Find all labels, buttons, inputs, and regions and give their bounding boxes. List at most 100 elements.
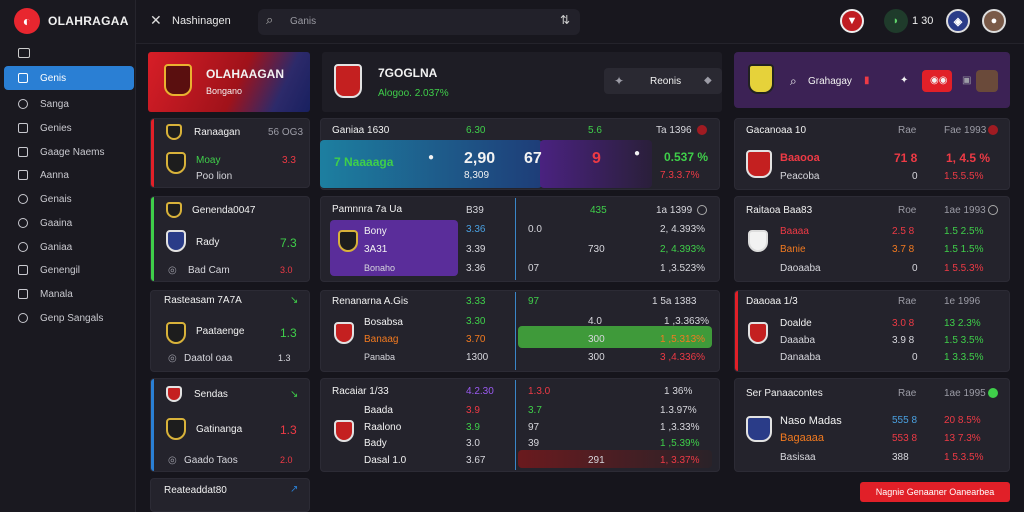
cell: 1 ,3.33% xyxy=(660,422,700,433)
cell: 3.0 xyxy=(466,438,480,449)
sidebar-item-aanna[interactable]: Aanna xyxy=(4,163,134,187)
score-value: 7.3 xyxy=(280,236,297,250)
globe-icon xyxy=(18,242,28,252)
team-crest-icon xyxy=(746,416,772,442)
grid-icon xyxy=(18,265,28,275)
more-icon[interactable] xyxy=(697,205,707,215)
highlight-bar xyxy=(540,140,652,188)
primary-action-button[interactable]: Nagnie Genaaner Oanearbea xyxy=(860,482,1010,502)
home-icon xyxy=(18,73,28,83)
mail-icon xyxy=(18,170,28,180)
sidebar-item-gaage-naems[interactable]: Gaage Naems xyxy=(4,140,134,164)
team-crest-icon xyxy=(748,230,768,252)
cell: 1 3.3.5% xyxy=(944,352,984,363)
col-header: 1ae 1993 xyxy=(944,205,986,216)
col-header: Rae xyxy=(898,388,917,399)
cell: 1 ,3.363% xyxy=(664,316,710,327)
cell: 730 xyxy=(588,244,605,255)
expand-icon[interactable]: ↗ xyxy=(290,484,299,495)
col-header: Roe xyxy=(898,205,917,216)
team-name: Doalde xyxy=(780,318,812,329)
cell: 07 xyxy=(528,263,540,274)
cell: 388 xyxy=(892,452,909,463)
cell: 1 ,3.523% xyxy=(660,263,706,274)
match-card[interactable] xyxy=(734,118,1010,190)
match-card[interactable] xyxy=(734,196,1010,282)
player-name: Gaado Taos xyxy=(184,455,238,466)
sidebar-item-genais[interactable]: Genais xyxy=(4,187,134,211)
list-icon xyxy=(18,147,28,157)
match-card[interactable] xyxy=(734,290,1010,372)
featured-button[interactable] xyxy=(604,68,722,94)
sidebar-item-genengil[interactable]: Genengil xyxy=(4,258,134,282)
col-header: Rae xyxy=(898,125,917,136)
team-name: Baaaa xyxy=(780,226,809,237)
card-title: Gacanoaa 10 xyxy=(746,125,807,136)
status-icon[interactable] xyxy=(988,388,998,398)
sidebar-item-genp-sangals[interactable]: Genp Sangals xyxy=(4,306,134,330)
search-input[interactable] xyxy=(258,9,580,35)
league-badge-icon[interactable]: ◈ xyxy=(946,9,970,33)
avatar[interactable]: ● xyxy=(982,9,1006,33)
score-secondary: 3.0 xyxy=(280,265,293,275)
col-header: Fae 1993 xyxy=(944,125,987,136)
team-name: Baaooa xyxy=(780,152,820,164)
pin-icon[interactable]: ✦ xyxy=(900,75,909,86)
cell: 0 xyxy=(912,263,918,274)
more-icon[interactable] xyxy=(988,205,998,215)
cell: 3.30 xyxy=(466,316,486,327)
club-crest-icon[interactable]: ▼ xyxy=(840,9,864,33)
featured-title: 7GOGLNA xyxy=(378,66,438,80)
score-value: 1.3 xyxy=(280,423,297,437)
player-name: Daatol oaa xyxy=(184,353,233,364)
pct-value: 0.537 % xyxy=(664,150,709,164)
live-icon: ◉◉ xyxy=(930,75,948,86)
divider xyxy=(515,292,516,370)
pin-icon: ✦ xyxy=(614,74,625,88)
team-name: Banie xyxy=(780,244,806,255)
info-icon: ◎ xyxy=(168,265,177,276)
cell: 1.5 1.5% xyxy=(944,244,984,255)
sidebar-item-genis[interactable]: Genis xyxy=(4,66,134,90)
notification-icon[interactable]: ◗ xyxy=(884,9,908,33)
match-card[interactable] xyxy=(734,378,1010,472)
close-icon[interactable]: ✕ xyxy=(150,12,162,28)
player-avatar[interactable] xyxy=(976,70,998,92)
sidebar-item-gaaina[interactable]: Gaaina xyxy=(4,211,134,235)
card-title: Raitaoa Baa83 xyxy=(746,205,813,216)
card-title: Rasteasam 7A7A xyxy=(164,295,242,306)
big-value: 2,90 xyxy=(464,150,496,167)
col-value: B39 xyxy=(466,205,484,216)
heart-icon[interactable]: ▮ xyxy=(864,75,870,86)
promo-card[interactable] xyxy=(734,52,1010,108)
col-header: 1e 1996 xyxy=(944,296,981,307)
card-title: Ser Panaacontes xyxy=(746,388,823,399)
brand-logo-icon[interactable]: ◐ xyxy=(14,8,40,34)
team-name: Baada xyxy=(364,405,393,416)
featured-button-label: Reonis xyxy=(650,76,682,87)
search-placeholder: Ganis xyxy=(290,16,317,27)
sidebar-item-manala[interactable]: Manala xyxy=(4,282,134,306)
menu-icon[interactable] xyxy=(18,48,30,58)
big-value: 67 xyxy=(524,150,542,167)
alert-icon[interactable] xyxy=(697,125,707,135)
alert-icon[interactable] xyxy=(988,125,998,135)
sidebar-item-sanga[interactable]: Sanga xyxy=(4,92,134,116)
team-name: Naso Madas xyxy=(780,415,842,427)
shirt-icon[interactable]: ▣ xyxy=(962,75,972,86)
expand-icon[interactable]: ↘ xyxy=(290,295,299,306)
cell: 1 ,5.39% xyxy=(660,438,700,449)
team-crest-icon xyxy=(338,230,358,252)
cell: 13 2.3% xyxy=(944,318,981,329)
filter-icon[interactable]: ⇅ xyxy=(560,13,571,27)
cell: 1 ,5.313% xyxy=(660,334,706,345)
live-button[interactable] xyxy=(922,70,952,92)
cell: 1, 4.5 % xyxy=(946,151,991,165)
divider xyxy=(515,198,516,280)
cell: 3 ,4.336% xyxy=(660,352,706,363)
sidebar-item-genies[interactable]: Genies xyxy=(4,116,134,140)
expand-icon[interactable]: ↘ xyxy=(290,389,299,400)
sidebar-item-ganiaa[interactable]: Ganiaa xyxy=(4,235,134,259)
player-name: Bad Cam xyxy=(188,265,230,276)
cell: 39 xyxy=(528,438,540,449)
